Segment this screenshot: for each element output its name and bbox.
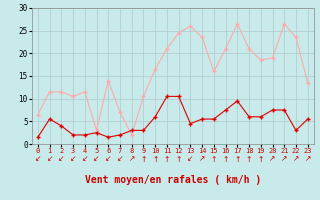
Text: ↗: ↗	[293, 154, 299, 164]
Text: ↑: ↑	[246, 154, 252, 164]
Text: ↑: ↑	[152, 154, 158, 164]
Text: ↑: ↑	[211, 154, 217, 164]
Text: ↑: ↑	[140, 154, 147, 164]
Text: ↑: ↑	[234, 154, 241, 164]
Text: ↙: ↙	[82, 154, 88, 164]
Text: ↗: ↗	[199, 154, 205, 164]
Text: ↑: ↑	[222, 154, 229, 164]
Text: ↗: ↗	[269, 154, 276, 164]
Text: ↑: ↑	[258, 154, 264, 164]
Text: ↙: ↙	[105, 154, 111, 164]
Text: ↙: ↙	[117, 154, 123, 164]
Text: ↙: ↙	[46, 154, 53, 164]
Text: ↗: ↗	[281, 154, 287, 164]
Text: ↙: ↙	[187, 154, 194, 164]
Text: ↑: ↑	[164, 154, 170, 164]
Text: ↙: ↙	[58, 154, 65, 164]
Text: ↑: ↑	[175, 154, 182, 164]
Text: ↙: ↙	[93, 154, 100, 164]
Text: ↙: ↙	[70, 154, 76, 164]
Text: ↗: ↗	[305, 154, 311, 164]
Text: Vent moyen/en rafales ( km/h ): Vent moyen/en rafales ( km/h )	[85, 175, 261, 185]
Text: ↗: ↗	[129, 154, 135, 164]
Text: ↙: ↙	[35, 154, 41, 164]
